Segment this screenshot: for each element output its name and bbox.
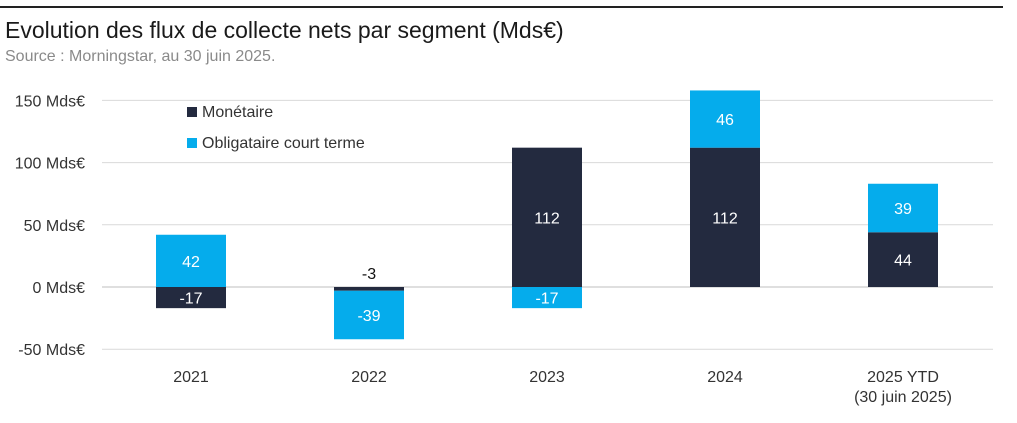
data-label: 112 (534, 210, 560, 227)
data-label: 112 (712, 210, 738, 227)
chart-title: Evolution des flux de collecte nets par … (5, 17, 564, 43)
bar-segment (334, 290, 404, 340)
bar-segment (868, 183, 938, 233)
chart-source: Source : Morningstar, au 30 juin 2025. (5, 48, 276, 65)
top-rule (0, 6, 1003, 8)
data-label: -3 (362, 266, 376, 283)
bar-segment (156, 287, 226, 309)
x-tick-label: 2022 (351, 369, 387, 386)
data-label: 46 (716, 112, 734, 129)
data-label: -17 (179, 291, 202, 308)
data-label: 39 (894, 201, 912, 218)
bar-segment (690, 147, 760, 287)
data-label: 44 (894, 253, 912, 270)
legend-swatch (187, 107, 197, 117)
bar-segment (334, 287, 404, 291)
bar-segment (156, 234, 226, 287)
bar-segment (512, 147, 582, 287)
x-tick-label: 2025 YTD (867, 369, 939, 386)
y-tick-label: 50 Mds€ (24, 218, 85, 235)
y-tick-label: -50 Mds€ (18, 342, 85, 359)
legend-label: Obligataire court terme (202, 135, 365, 152)
x-tick-label: 2023 (529, 369, 565, 386)
legend-label: Monétaire (202, 104, 273, 121)
data-label: -17 (535, 291, 558, 308)
legend-swatch (187, 138, 197, 148)
x-tick-label: 2021 (173, 369, 209, 386)
x-tick-label: (30 juin 2025) (854, 389, 952, 406)
data-label: -39 (357, 308, 380, 325)
x-tick-label: 2024 (707, 369, 743, 386)
y-tick-label: 150 Mds€ (15, 93, 85, 110)
bar-segment (512, 287, 582, 309)
y-tick-label: 0 Mds€ (33, 280, 86, 297)
bar-segment (690, 90, 760, 148)
data-label: 42 (182, 254, 200, 271)
y-tick-label: 100 Mds€ (15, 156, 85, 173)
bar-segment (868, 232, 938, 287)
